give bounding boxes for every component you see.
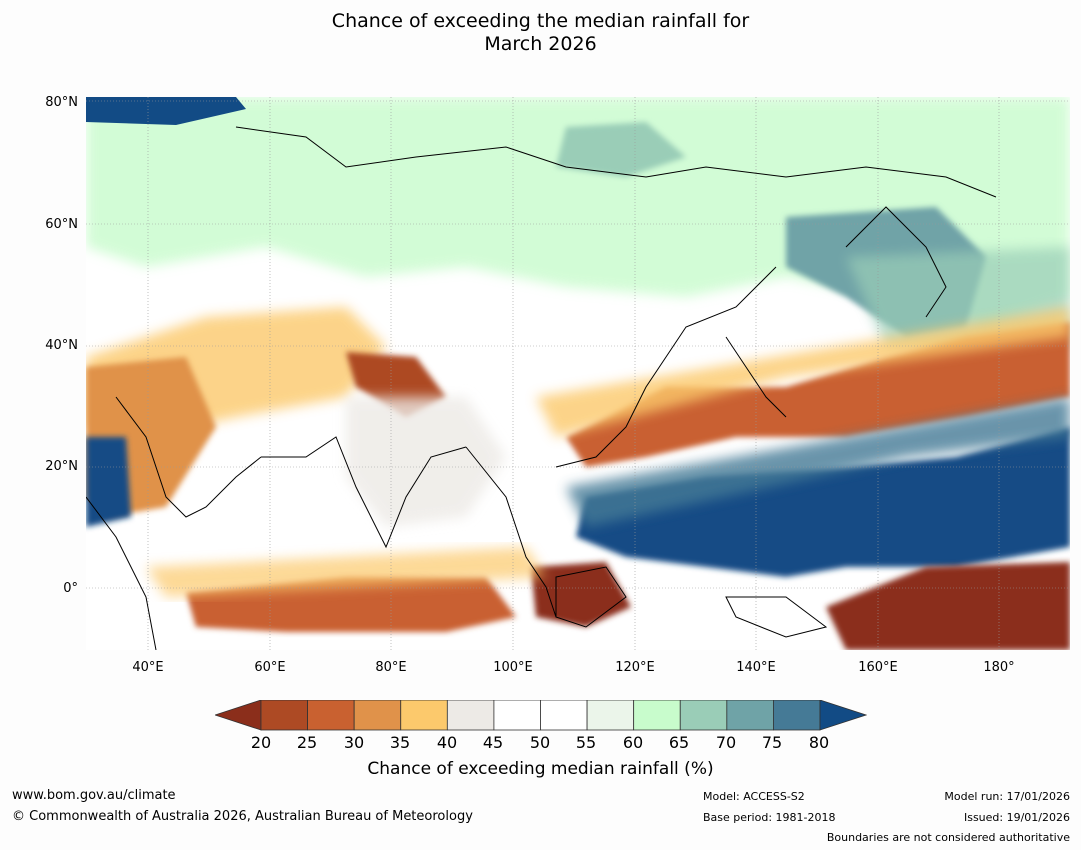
colorbar-cell-25-30 [307, 700, 355, 731]
colorbar-cells [260, 700, 821, 731]
coast-japan [725, 336, 787, 418]
chart-title: Chance of exceeding the median rainfall … [0, 10, 1081, 56]
coast-arabia [115, 396, 262, 518]
coast-southeastasia [465, 446, 557, 618]
issued-text: Issued: 19/01/2026 [963, 811, 1070, 824]
colorbar-cell-70-75 [726, 700, 774, 731]
colorbar-tick-65: 65 [668, 733, 690, 752]
colorbar-title: Chance of exceeding median rainfall (%) [367, 759, 714, 779]
lat-label-60n: 60°N [45, 217, 78, 232]
colorbar-cell-60-65 [633, 700, 681, 731]
colorbar-cell-40-45 [446, 700, 495, 731]
lon-label-160e: 160°E [858, 660, 898, 675]
field-siberia-moderate-wet [556, 122, 686, 177]
model-run-text: Model run: 17/01/2026 [944, 790, 1070, 803]
lat-label-0: 0° [63, 581, 78, 596]
colorbar-low-extend [215, 700, 262, 731]
coast-africa [86, 496, 157, 650]
disclaimer-text: Boundaries are not considered authoritat… [826, 831, 1070, 844]
base-period-text: Base period: 1981-2018 [703, 811, 836, 824]
lon-label-100e: 100°E [493, 660, 533, 675]
lon-label-140e: 140°E [736, 660, 776, 675]
colorbar-tick-75: 75 [761, 733, 783, 752]
lon-label-80e: 80°E [375, 660, 407, 675]
coast-india [261, 436, 467, 549]
colorbar-cell-20-25 [260, 700, 308, 731]
colorbar [215, 700, 867, 731]
colorbar-tick-30: 30 [343, 733, 365, 752]
colorbar-tick-50: 50 [529, 733, 551, 752]
lon-label-180: 180° [983, 660, 1015, 675]
coast-eurasia-north [235, 126, 997, 198]
website-link[interactable]: www.bom.gov.au/climate [12, 788, 176, 803]
rainfall-map [86, 97, 1070, 650]
colorbar-tick-60: 60 [622, 733, 644, 752]
lon-label-40e: 40°E [132, 660, 164, 675]
probability-fields [86, 97, 1070, 650]
colorbar-tick-55: 55 [575, 733, 597, 752]
coast-borneo [555, 566, 627, 628]
colorbar-tick-35: 35 [389, 733, 411, 752]
coastlines [86, 126, 997, 650]
colorbar-cell-55-60 [586, 700, 635, 731]
field-arabia-wet [86, 437, 131, 527]
graticule [86, 97, 1070, 650]
copyright-text: © Commonwealth of Australia 2026, Austra… [12, 809, 473, 824]
field-barents-very-wet [86, 97, 246, 125]
colorbar-cell-45-50 [493, 700, 541, 731]
colorbar-tick-70: 70 [715, 733, 737, 752]
colorbar-cell-75-80 [773, 700, 821, 731]
field-pacific-sw-dry [826, 562, 1070, 650]
field-pacific-wet-margin [566, 397, 1070, 527]
colorbar-tick-20: 20 [250, 733, 272, 752]
colorbar-cell-30-35 [353, 700, 402, 731]
colorbar-cell-65-70 [679, 700, 728, 731]
coast-newguinea [725, 596, 828, 638]
colorbar-tick-40: 40 [436, 733, 458, 752]
lon-label-120e: 120°E [615, 660, 655, 675]
title-line-1: Chance of exceeding the median rainfall … [331, 10, 750, 32]
map-canvas [86, 97, 1070, 650]
field-eastchina-margin [536, 307, 1070, 437]
coast-kamchatka [845, 206, 947, 318]
lon-label-60e: 60°E [254, 660, 286, 675]
colorbar-tick-80: 80 [808, 733, 830, 752]
field-eastchina-dry [566, 322, 1070, 467]
colorbar-high-extend [819, 700, 867, 731]
field-india-neutral [346, 397, 506, 527]
colorbar-cell-35-40 [400, 700, 448, 731]
title-line-2: March 2026 [484, 33, 597, 55]
lat-label-20n: 20°N [45, 459, 78, 474]
field-equator-margin [146, 547, 546, 597]
model-text: Model: ACCESS-S2 [703, 790, 805, 803]
colorbar-tick-25: 25 [296, 733, 318, 752]
lat-label-40n: 40°N [45, 338, 78, 353]
colorbar-tick-45: 45 [482, 733, 504, 752]
lat-label-80n: 80°N [45, 95, 78, 110]
field-warmpool-very-wet [576, 427, 1070, 577]
coast-china [555, 266, 777, 468]
colorbar-cell-50-55 [540, 700, 588, 731]
